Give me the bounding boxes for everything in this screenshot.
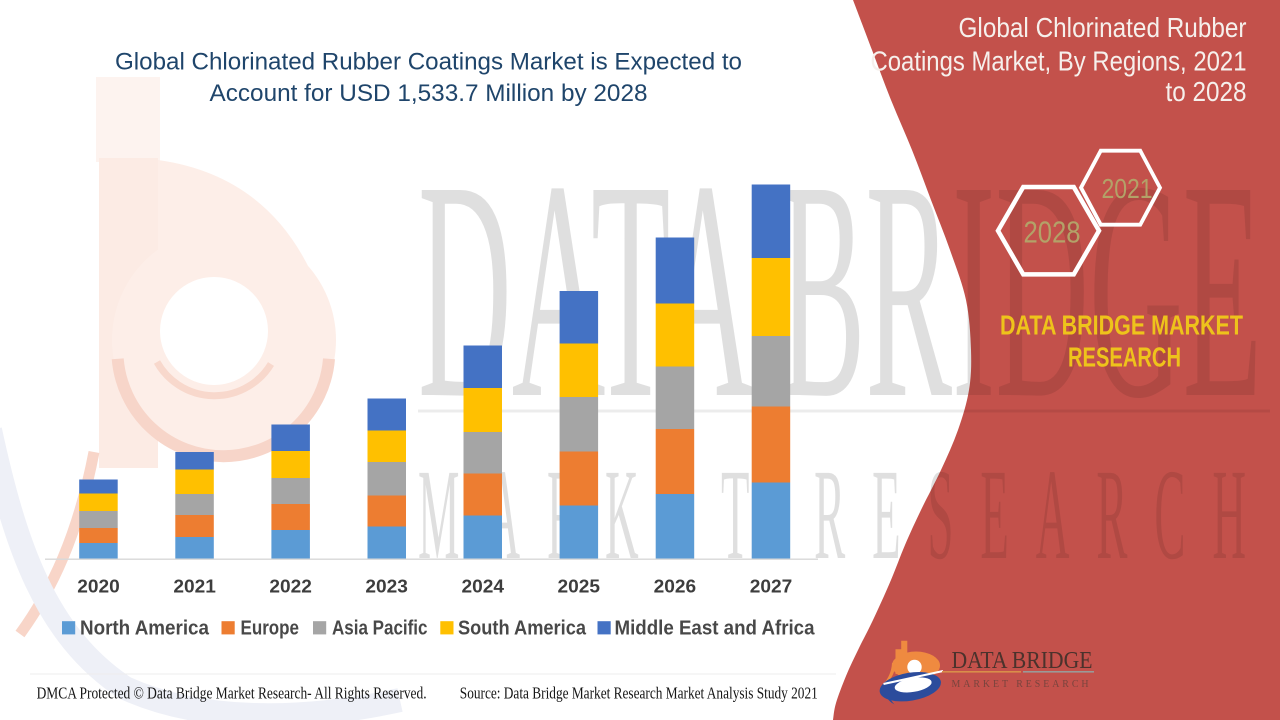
svg-text:Europe: Europe: [241, 618, 300, 640]
svg-text:2026: 2026: [654, 576, 697, 596]
svg-text:South America: South America: [458, 618, 587, 640]
svg-text:2028: 2028: [1024, 215, 1081, 250]
svg-text:2025: 2025: [558, 576, 601, 596]
svg-text:DMCA Protected © Data Bridge M: DMCA Protected © Data Bridge Market Rese…: [37, 684, 427, 703]
svg-text:DATA BRIDGE MARKET: DATA BRIDGE MARKET: [1000, 310, 1243, 341]
svg-text:Middle East and Africa: Middle East and Africa: [615, 618, 816, 640]
svg-text:to 2028: to 2028: [1166, 76, 1247, 107]
svg-text:RESEARCH: RESEARCH: [1068, 341, 1181, 372]
svg-text:Account for USD 1,533.7 Millio: Account for USD 1,533.7 Million by 2028: [210, 80, 648, 107]
svg-text:2021: 2021: [173, 576, 216, 596]
svg-text:2027: 2027: [750, 576, 793, 596]
svg-text:MARKET RESEARCH: MARKET RESEARCH: [952, 679, 1092, 690]
svg-text:2024: 2024: [462, 576, 505, 596]
svg-text:Global Chlorinated Rubber: Global Chlorinated Rubber: [959, 12, 1247, 43]
svg-text:Global Chlorinated Rubber Coat: Global Chlorinated Rubber Coatings Marke…: [115, 48, 742, 75]
svg-text:Coatings Market, By Regions, 2: Coatings Market, By Regions, 2021: [871, 45, 1247, 76]
svg-text:North America: North America: [80, 618, 210, 640]
svg-text:2020: 2020: [77, 576, 120, 596]
svg-text:Source: Data Bridge Market Res: Source: Data Bridge Market Research Mark…: [460, 684, 818, 703]
svg-text:Asia Pacific: Asia Pacific: [332, 618, 428, 640]
svg-text:2022: 2022: [269, 576, 312, 596]
svg-text:2023: 2023: [365, 576, 408, 596]
svg-text:2021: 2021: [1102, 173, 1153, 204]
svg-text:DATA BRIDGE: DATA BRIDGE: [952, 648, 1093, 674]
